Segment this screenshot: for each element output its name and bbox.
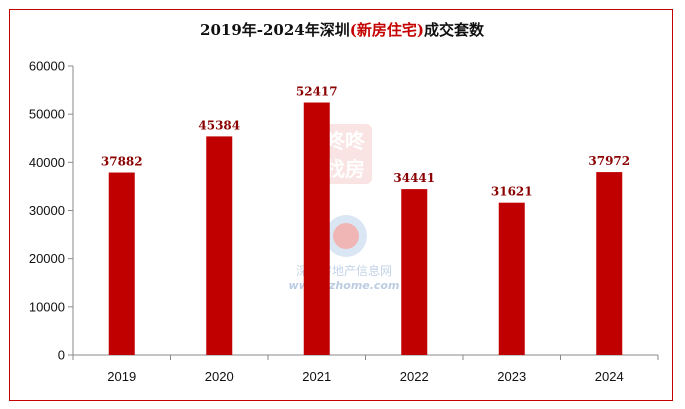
bar <box>303 102 330 355</box>
data-label: 37882 <box>101 155 143 169</box>
y-ticks: 0 10000 20000 30000 40000 50000 60000 <box>29 59 73 363</box>
bar <box>108 172 135 355</box>
y-tick-label: 40000 <box>29 155 65 170</box>
x-tick-label: 2019 <box>107 369 136 384</box>
brand-line-1: 咚咚 <box>325 129 366 153</box>
data-label: 31621 <box>491 185 533 199</box>
x-tick-label: 2020 <box>205 369 234 384</box>
x-tick-label: 2021 <box>302 369 331 384</box>
x-tick-label: 2024 <box>595 369 624 384</box>
data-label: 34441 <box>393 171 435 185</box>
y-tick-label: 10000 <box>29 299 65 314</box>
chart-title: 2019年-2024年深圳(新房住宅)成交套数 <box>200 21 485 39</box>
bar <box>498 202 525 355</box>
data-labels: 37882 45384 52417 34441 31621 37972 <box>101 85 630 199</box>
data-label: 45384 <box>198 118 240 132</box>
y-tick-label: 20000 <box>29 251 65 266</box>
bar <box>596 172 623 355</box>
bar <box>206 136 233 355</box>
x-ticks: 2019 2020 2021 2022 2023 2024 <box>72 355 659 384</box>
chart-title-part-2: (新房住宅) <box>350 21 424 39</box>
chart-title-part-1: 2019年-2024年深圳 <box>200 21 350 39</box>
y-tick-label: 30000 <box>29 203 65 218</box>
bar <box>401 189 428 355</box>
x-tick-label: 2022 <box>400 369 429 384</box>
y-tick-label: 60000 <box>29 59 65 74</box>
bars <box>108 102 623 355</box>
data-label: 37972 <box>588 154 630 168</box>
site-logo-icon <box>325 215 367 257</box>
data-label: 52417 <box>296 85 338 99</box>
y-tick-label: 0 <box>58 348 65 363</box>
chart-title-part-3: 成交套数 <box>424 21 485 39</box>
x-tick-label: 2023 <box>497 369 526 384</box>
brand-line-2: 找房 <box>325 157 365 181</box>
brand-badge <box>318 124 372 184</box>
y-tick-label: 50000 <box>29 107 65 122</box>
